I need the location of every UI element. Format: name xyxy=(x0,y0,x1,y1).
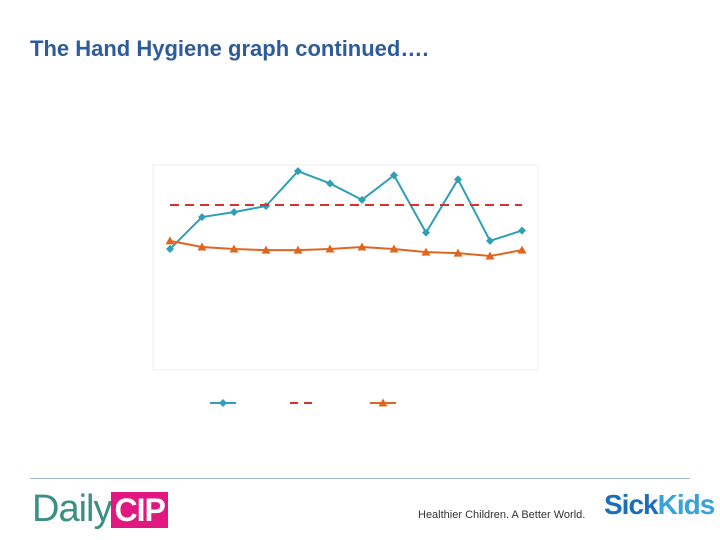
brand-text: Sick xyxy=(604,489,659,520)
point xyxy=(325,244,335,253)
point xyxy=(219,399,227,407)
point xyxy=(453,248,463,257)
point xyxy=(229,244,239,253)
logo-text: CIP xyxy=(111,492,168,528)
point xyxy=(165,236,175,245)
point xyxy=(197,242,207,251)
point xyxy=(390,171,398,180)
point xyxy=(389,244,399,253)
point xyxy=(166,245,174,254)
logo: DailyCIP xyxy=(32,488,168,531)
point xyxy=(422,228,430,237)
point xyxy=(358,195,366,204)
point xyxy=(261,245,271,254)
point xyxy=(294,167,302,176)
footer-rule xyxy=(30,478,690,479)
brand: SickKids xyxy=(604,489,716,521)
brand-text: Kids xyxy=(657,489,716,520)
point xyxy=(198,213,206,222)
point xyxy=(518,226,526,235)
plot-area xyxy=(152,164,539,371)
point xyxy=(357,242,367,251)
point xyxy=(293,245,303,254)
point xyxy=(485,251,495,260)
logo-text: Daily xyxy=(32,488,112,530)
point xyxy=(326,179,334,188)
point xyxy=(486,236,494,245)
series-line xyxy=(169,169,523,250)
tagline: Healthier Children. A Better World. xyxy=(418,509,586,521)
series-line xyxy=(169,239,523,258)
point xyxy=(454,175,462,184)
point xyxy=(378,398,388,407)
point xyxy=(421,247,431,256)
slide-title: The Hand Hygiene graph continued…. xyxy=(30,36,429,61)
point xyxy=(517,245,527,254)
point xyxy=(230,208,238,217)
